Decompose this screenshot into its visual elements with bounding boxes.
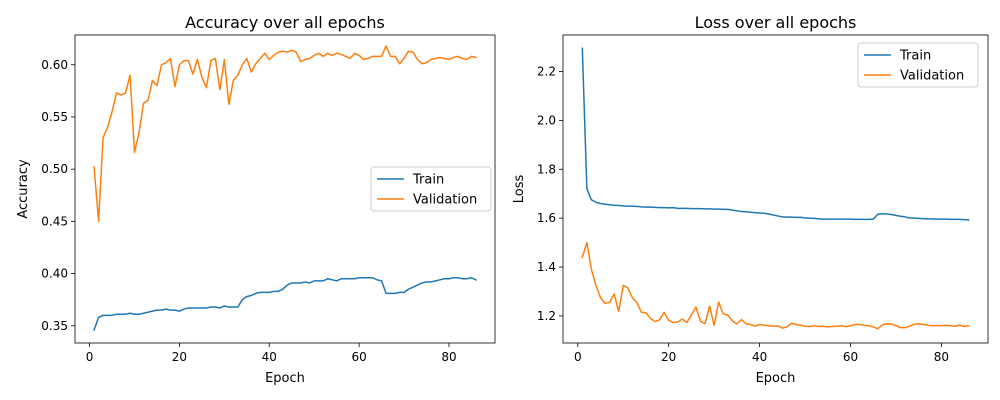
x-tick-label: 40	[262, 350, 277, 364]
y-tick-label: 2.2	[537, 64, 556, 78]
y-tick-label: 1.6	[537, 211, 556, 225]
y-axis-label: Accuracy	[16, 159, 31, 219]
y-tick-label: 0.50	[41, 162, 68, 176]
train-line	[581, 47, 970, 221]
loss-plot: 0 20 40 60 80 1.2 1.4 1.6 1.8 2.0 2.2 Loss over all…	[512, 13, 989, 386]
x-tick-label: 80	[934, 350, 949, 364]
y-tick-label: 0.40	[41, 267, 68, 281]
y-axis-label: Loss	[512, 175, 527, 204]
legend: Train Validation	[370, 166, 492, 212]
validation-legend-label: Validation	[900, 69, 964, 84]
y-tick-label: 1.8	[537, 162, 556, 176]
y-tick-label: 0.60	[41, 58, 68, 72]
train-line	[93, 277, 477, 331]
y-tick-label: 0.45	[41, 214, 68, 228]
accuracy-plot: 0 20 40 60 80 0.35 0.40 0.45 0.50 0.55 0.60 Accurac…	[16, 13, 496, 386]
x-tick-label: 80	[441, 350, 456, 364]
y-tick-label: 1.4	[537, 260, 556, 274]
train-legend-label: Train	[412, 173, 444, 188]
chart-title: Accuracy over all epochs	[185, 13, 385, 32]
train-legend-label: Train	[899, 49, 931, 64]
chart-title: Loss over all epochs	[695, 13, 857, 32]
x-axis-label: Epoch	[265, 371, 305, 386]
legend-box	[857, 42, 979, 88]
legend: Train Validation	[857, 42, 979, 88]
x-tick-label: 0	[574, 350, 582, 364]
y-tick-label: 0.55	[41, 110, 68, 124]
y-tick-label: 1.2	[537, 309, 556, 323]
y-tick-label: 0.35	[41, 319, 68, 333]
legend-box	[370, 166, 492, 212]
x-tick-label: 20	[661, 350, 676, 364]
y-tick-label: 2.0	[537, 113, 556, 127]
validation-line	[581, 241, 970, 330]
x-tick-label: 60	[351, 350, 366, 364]
axes-frame	[74, 34, 496, 344]
x-tick-label: 40	[752, 350, 767, 364]
validation-line	[93, 45, 477, 223]
validation-legend-label: Validation	[413, 193, 477, 208]
x-tick-label: 20	[172, 350, 187, 364]
x-axis-label: Epoch	[756, 371, 796, 386]
axes-frame	[562, 34, 989, 344]
x-tick-label: 60	[843, 350, 858, 364]
x-tick-label: 0	[86, 350, 94, 364]
